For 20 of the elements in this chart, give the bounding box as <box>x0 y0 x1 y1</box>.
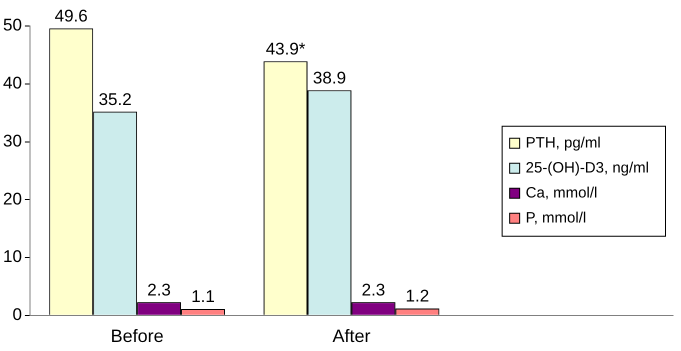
y-tick-label: 50 <box>2 16 22 35</box>
data-label: 2.3 <box>147 280 171 300</box>
legend-label: PTH, pg/ml <box>526 134 601 152</box>
legend-label: 25-(OH)-D3, ng/ml <box>526 159 650 176</box>
data-label: 2.3 <box>362 280 386 300</box>
data-label: 43.9* <box>266 39 306 58</box>
data-label: 49.6 <box>54 6 88 26</box>
data-label: 1.1 <box>191 287 215 306</box>
data-label: 1.2 <box>406 286 430 306</box>
y-tick-label: 30 <box>2 131 22 150</box>
legend-label: P, mmol/l <box>526 209 586 226</box>
data-label: 35.2 <box>98 90 132 109</box>
x-tick-label: After <box>332 326 370 346</box>
x-tick-label: Before <box>110 326 164 346</box>
data-label: 38.9 <box>312 68 346 88</box>
y-tick-label: 40 <box>2 74 22 93</box>
y-tick-label: 20 <box>2 189 22 208</box>
y-tick-label: 10 <box>2 247 22 266</box>
legend-label: Ca, mmol/l <box>526 184 598 202</box>
y-tick-label: 0 <box>12 305 22 324</box>
